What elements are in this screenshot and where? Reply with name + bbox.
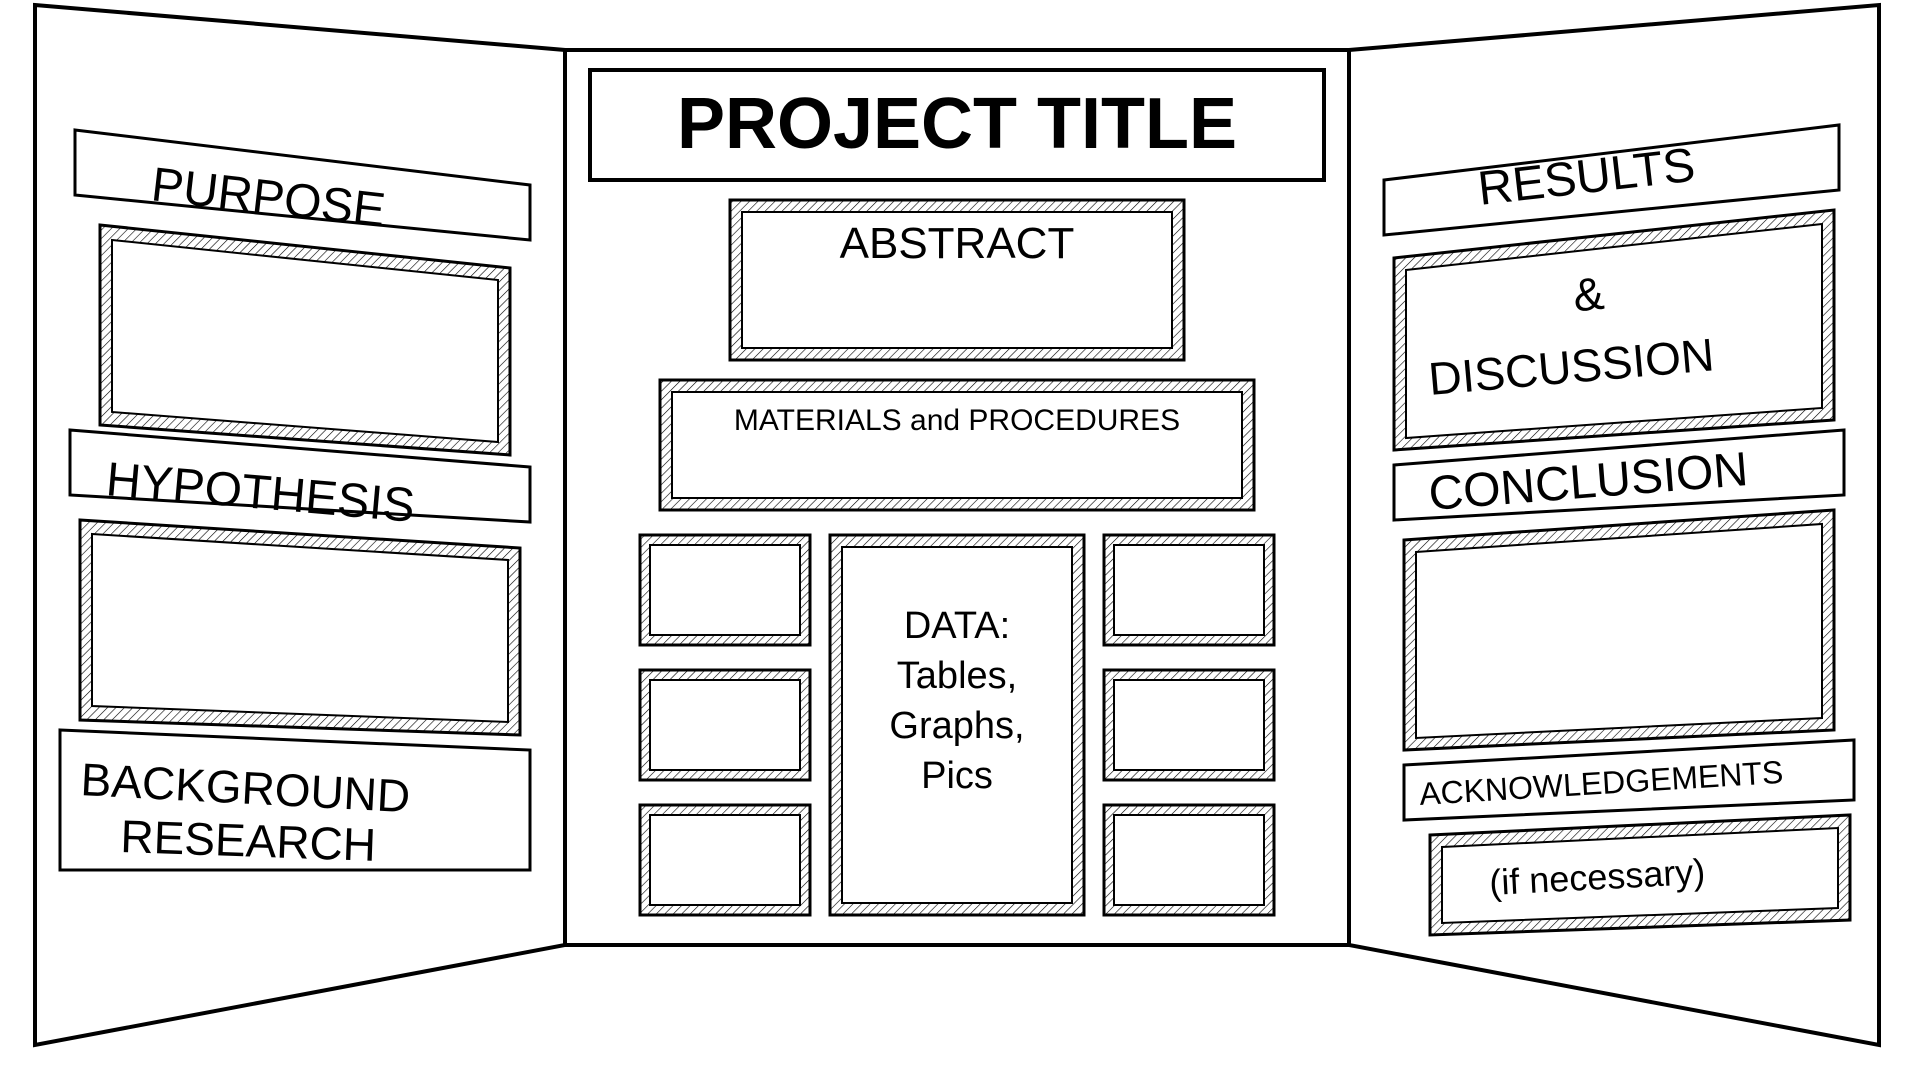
background-label-2: RESEARCH (120, 810, 377, 871)
data-label-1: DATA: (904, 605, 1010, 647)
small-box-l1 (640, 535, 810, 645)
small-box-r3 (1104, 805, 1274, 915)
trifold-board: PROJECT TITLE ABSTRACT MATERIALS and PRO… (0, 0, 1914, 1084)
conclusion-box (1404, 510, 1834, 750)
small-box-r1 (1104, 535, 1274, 645)
small-box-l2 (640, 670, 810, 780)
small-box-r2 (1104, 670, 1274, 780)
data-label-4: Pics (921, 755, 993, 797)
materials-box: MATERIALS and PROCEDURES (660, 380, 1254, 510)
title-text: PROJECT TITLE (677, 84, 1237, 164)
ack-box: (if necessary) (1430, 815, 1850, 935)
small-box-l3 (640, 805, 810, 915)
background-label-strip: BACKGROUND RESEARCH (60, 730, 530, 871)
results-amp: & (1571, 267, 1607, 322)
data-label-2: Tables, (897, 655, 1017, 697)
title-box: PROJECT TITLE (590, 70, 1324, 180)
data-box: DATA: Tables, Graphs, Pics (830, 535, 1084, 915)
materials-label: MATERIALS and PROCEDURES (734, 404, 1180, 437)
data-label-3: Graphs, (889, 705, 1024, 747)
hypothesis-box (80, 520, 520, 735)
abstract-label: ABSTRACT (840, 219, 1075, 268)
abstract-box: ABSTRACT (730, 200, 1184, 360)
